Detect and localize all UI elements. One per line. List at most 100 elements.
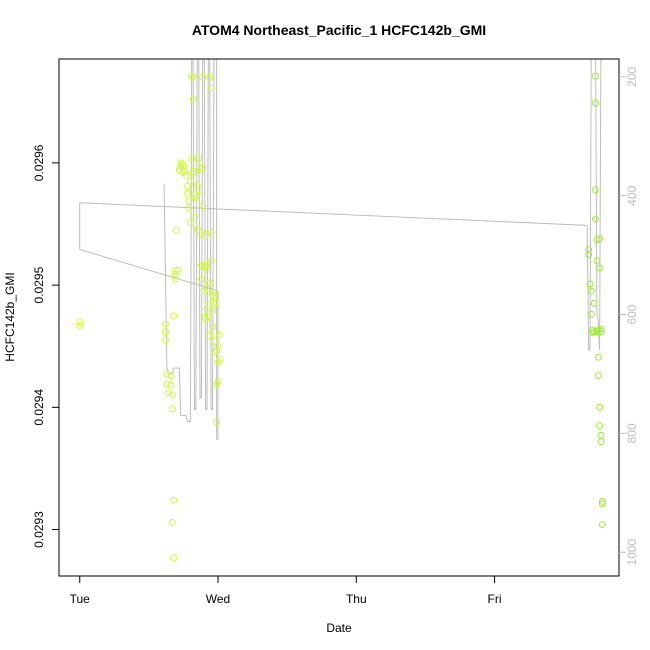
data-point [598, 500, 606, 508]
data-point [192, 192, 200, 200]
data-point [586, 280, 594, 288]
data-point [170, 496, 178, 504]
data-point [592, 72, 599, 80]
data-point [590, 328, 598, 336]
data-point [178, 160, 186, 168]
data-point [173, 226, 180, 234]
data-point [162, 328, 169, 336]
x-tick-label: Fri [488, 592, 502, 606]
data-point [596, 264, 604, 272]
data-point [76, 318, 84, 326]
data-point [163, 370, 171, 378]
data-point [598, 521, 606, 529]
data-point [168, 391, 176, 399]
data-point [167, 381, 175, 389]
data-point [186, 177, 194, 185]
data-point [174, 266, 182, 274]
data-point [587, 310, 595, 318]
data-point [207, 84, 215, 92]
points-layer [76, 72, 606, 562]
y2-tick-label: 600 [625, 304, 639, 324]
x-tick-label: Thu [346, 592, 367, 606]
data-point [196, 164, 204, 172]
data-point [195, 154, 203, 162]
y2-tick-label: 200 [625, 66, 639, 86]
data-point [594, 353, 602, 361]
data-point [193, 181, 201, 189]
data-point [589, 329, 597, 337]
data-point [199, 202, 207, 210]
data-point [592, 215, 599, 223]
y-tick-label: 0.0295 [32, 266, 46, 303]
data-point [206, 73, 214, 81]
data-point [185, 197, 193, 205]
data-point [199, 164, 207, 172]
data-point [168, 405, 176, 413]
data-point [162, 320, 169, 328]
chart-title: ATOM4 Northeast_Pacific_1 HCFC142b_GMI [192, 22, 486, 38]
data-point [206, 279, 214, 287]
data-point [206, 331, 214, 339]
data-point [197, 262, 205, 270]
data-point [213, 347, 221, 355]
data-point [596, 235, 604, 243]
data-point [597, 325, 605, 333]
data-point [596, 403, 604, 411]
data-point [585, 246, 593, 254]
data-point [211, 288, 219, 296]
data-point [197, 275, 205, 283]
data-point [590, 299, 598, 307]
x-axis: Tue Wed Thu Fri [70, 576, 502, 606]
data-point [597, 328, 605, 336]
data-point [163, 380, 171, 388]
data-point [597, 438, 605, 446]
data-point [162, 336, 169, 344]
y2-tick-label: 400 [625, 185, 639, 205]
y-axis-left: 0.0293 0.0294 0.0295 0.0296 [32, 144, 59, 548]
data-point [598, 497, 606, 505]
data-point [215, 331, 223, 339]
y-axis-label: HCFC142b_GMI [3, 272, 17, 361]
data-point [204, 301, 212, 309]
y-axis-right: 200 400 600 800 1000 [619, 66, 639, 566]
data-point [211, 299, 219, 307]
data-point [199, 73, 207, 81]
data-point [167, 372, 175, 380]
data-point [171, 266, 179, 274]
data-point [170, 312, 178, 320]
data-point [213, 418, 221, 426]
y-tick-label: 0.0294 [32, 389, 46, 426]
plot-content [76, 59, 606, 562]
data-point [592, 99, 599, 107]
data-point [185, 204, 193, 212]
y2-tick-label: 1000 [625, 539, 639, 566]
data-point [585, 251, 593, 259]
data-point [209, 323, 216, 331]
x-tick-label: Wed [206, 592, 230, 606]
data-point [182, 171, 190, 179]
data-point [200, 308, 208, 316]
data-point [186, 219, 194, 227]
data-point [192, 167, 200, 175]
y2-tick-label: 800 [625, 423, 639, 443]
data-point [214, 342, 222, 350]
y-tick-label: 0.0293 [32, 511, 46, 548]
data-point [592, 186, 599, 194]
data-point [209, 307, 216, 315]
data-point [596, 422, 604, 430]
data-point [76, 321, 84, 329]
pressure-line [79, 59, 219, 440]
data-point [214, 378, 222, 386]
data-point [181, 167, 189, 175]
y-tick-label: 0.0296 [32, 144, 46, 181]
data-point [188, 155, 196, 163]
data-point [210, 337, 218, 345]
data-point [215, 356, 223, 364]
data-point [203, 265, 211, 273]
data-point [587, 287, 595, 295]
data-point [207, 257, 215, 265]
data-point [168, 518, 176, 526]
data-point [195, 186, 203, 194]
